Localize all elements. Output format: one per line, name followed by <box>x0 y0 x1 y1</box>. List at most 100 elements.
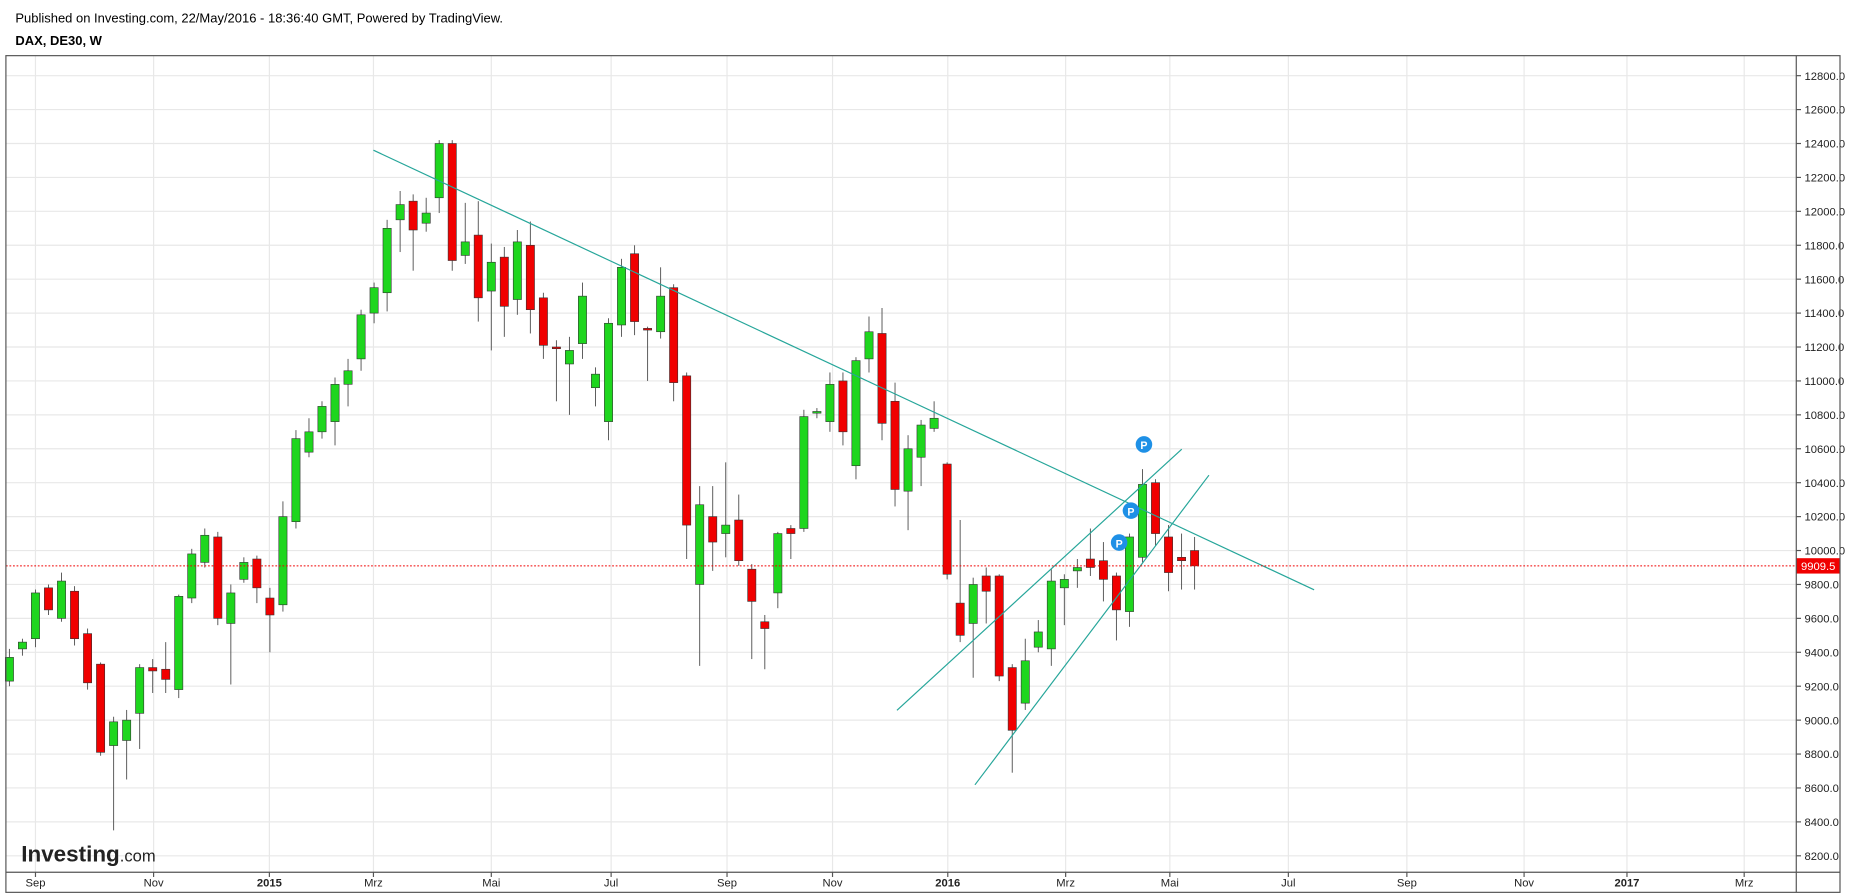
candle-body <box>291 438 301 522</box>
candle-body <box>174 596 184 690</box>
y-tick-label: 8800.0 <box>1805 749 1839 761</box>
y-tick-label: 12800.0 <box>1805 71 1846 83</box>
candle-body <box>968 584 978 624</box>
last-price-box <box>1796 558 1841 574</box>
x-tick-label: Mai <box>1161 877 1179 889</box>
candle-body <box>239 562 249 580</box>
y-tick-label: 9400.0 <box>1805 647 1839 659</box>
frame <box>5 55 1841 893</box>
y-tick-label: 10600.0 <box>1805 444 1846 456</box>
candle-body <box>551 346 561 350</box>
candle-body <box>578 295 587 344</box>
marker-label: P <box>1140 440 1147 452</box>
candle-body <box>1020 660 1030 704</box>
candle-body <box>135 667 145 714</box>
candle-body <box>473 234 483 299</box>
candle-body <box>864 331 874 360</box>
candle-body <box>226 592 236 624</box>
candle-body <box>44 587 53 611</box>
x-tick-label: Mrz <box>1735 877 1754 889</box>
trendline <box>896 448 1183 711</box>
candle-body <box>786 528 796 534</box>
marker-label: P <box>1127 506 1134 518</box>
candle-body <box>695 504 705 585</box>
y-tick-label: 8200.0 <box>1805 851 1839 863</box>
candle-body <box>1138 484 1147 558</box>
candle-body <box>122 719 132 741</box>
candle-body <box>929 417 939 429</box>
grid <box>5 55 1797 873</box>
candle-body <box>1164 536 1173 573</box>
candle-body <box>734 519 744 562</box>
trendlines <box>373 149 1315 786</box>
x-tick-label: 2017 <box>1614 877 1639 889</box>
candle-body <box>1085 558 1095 568</box>
candle-body <box>994 575 1004 677</box>
candle-body <box>708 516 718 543</box>
y-tick-label: 11600.0 <box>1805 274 1845 286</box>
candle-body <box>161 668 171 680</box>
marker-label: P <box>1116 538 1123 550</box>
candle-body <box>1190 550 1200 567</box>
candle-body <box>447 143 457 261</box>
candle-body <box>773 533 783 594</box>
y-tick-label: 11400.0 <box>1805 308 1845 320</box>
candle-body <box>656 295 666 333</box>
y-tick-label: 10400.0 <box>1805 478 1846 490</box>
candle-body <box>812 411 822 414</box>
watermark-name: Investing <box>21 842 120 867</box>
x-tick-label: 2015 <box>257 877 282 889</box>
candle-body <box>903 448 913 492</box>
y-tick-label: 12600.0 <box>1805 105 1846 117</box>
x-tick-label: Mrz <box>1056 877 1075 889</box>
candle-body <box>460 241 470 256</box>
x-tick-label: Sep <box>25 877 45 889</box>
candle-body <box>57 580 66 619</box>
y-tick-label: 9600.0 <box>1805 614 1839 626</box>
y-tick-label: 11800.0 <box>1805 240 1845 252</box>
candle-body <box>512 241 522 300</box>
marker <box>1110 534 1128 551</box>
candle-body <box>565 350 574 365</box>
candle-body <box>799 416 809 529</box>
candle-body <box>252 558 262 589</box>
candle-body <box>148 667 158 672</box>
x-tick-label: Nov <box>144 877 164 889</box>
last-price-label: 9909.5 <box>1801 561 1835 573</box>
candle-body <box>825 384 835 422</box>
candle-body <box>356 314 366 360</box>
x-tick-label: 2016 <box>935 877 960 889</box>
candle-body <box>955 602 965 636</box>
x-tick-label: Mrz <box>364 877 383 889</box>
y-tick-label: 10800.0 <box>1805 410 1846 422</box>
candle-body <box>70 590 79 640</box>
candle-body <box>83 633 92 684</box>
symbol: DAX, DE30, W <box>15 33 102 48</box>
x-tick-label: Mai <box>482 877 500 889</box>
published-note: Published on Investing.com, 22/May/2016 … <box>15 11 503 26</box>
candle-body <box>109 721 119 746</box>
candle-body <box>1007 667 1017 731</box>
x-tick-label: Sep <box>1397 877 1417 889</box>
candle-body <box>317 406 327 433</box>
y-tick-label: 12000.0 <box>1805 206 1846 218</box>
candle-body <box>1098 560 1108 580</box>
candle-body <box>1059 579 1069 589</box>
candle-body <box>369 287 379 314</box>
axes: 8200.0 8400.0 8600.0 8800.0 9000.0 9200.0 9400… <box>5 71 1846 889</box>
candle-body <box>31 592 40 640</box>
y-tick-label: 8400.0 <box>1805 817 1839 829</box>
candle-body <box>213 536 223 619</box>
candle-body <box>760 621 770 629</box>
candle-body <box>669 287 679 383</box>
candle-body <box>747 568 757 602</box>
candle-body <box>265 597 275 616</box>
trendline <box>373 149 1315 591</box>
candle-body <box>1125 536 1134 612</box>
candle-body <box>96 663 106 753</box>
x-tick-label: Jul <box>1281 877 1295 889</box>
